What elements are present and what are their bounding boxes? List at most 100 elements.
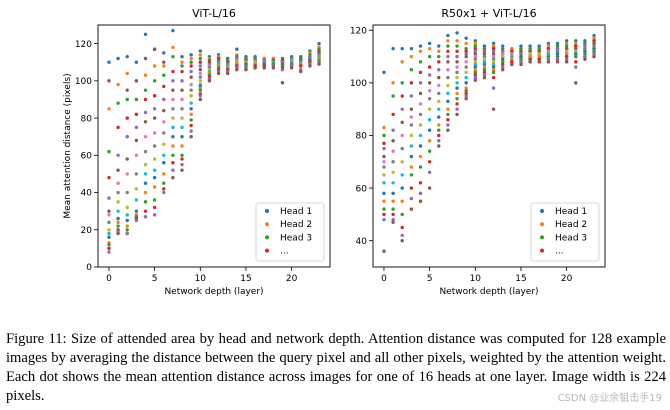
data-point [116,125,120,130]
data-point [235,67,239,72]
data-point [125,54,129,59]
data-point [171,107,175,111]
legend-label: ... [555,247,564,257]
data-point [464,36,468,40]
data-point [564,57,569,61]
data-point [162,108,166,113]
data-point [180,69,184,74]
data-point [171,45,175,50]
data-point [391,207,395,211]
data-point [125,213,129,217]
data-point [455,112,459,117]
data-point [134,125,139,130]
data-point [189,82,193,87]
data-point [162,51,166,55]
data-point [418,191,423,196]
y-tick-label: 40 [356,237,368,247]
data-point [437,44,441,48]
data-point [171,54,175,59]
data-point [152,168,157,172]
data-point [437,91,441,96]
data-point [391,212,395,217]
data-point [382,212,386,217]
data-point [519,49,523,54]
data-point [574,60,578,64]
data-point [437,49,441,54]
data-point [437,68,441,72]
data-point [418,181,423,185]
data-point [564,60,569,64]
legend-marker [540,248,544,253]
data-point [189,123,193,128]
data-point [125,190,129,195]
data-point [546,49,551,54]
data-point [134,97,139,102]
data-point [455,70,459,75]
data-point [546,41,551,46]
data-point [546,46,551,51]
data-point [382,133,386,138]
legend-label: Head 1 [555,207,587,217]
data-point [198,53,202,57]
data-point [473,54,477,59]
data-point [382,70,386,75]
data-point [427,160,432,164]
data-point [116,56,120,61]
data-point [464,60,468,64]
data-point [446,128,450,132]
data-point [280,81,285,85]
x-tick-label: 15 [515,274,526,284]
data-point [537,54,541,59]
data-point [198,56,202,61]
data-point [409,68,414,72]
data-point [583,49,587,54]
y-tick-label: 20 [81,226,93,236]
legend-marker [540,222,544,227]
y-tick-label: 60 [356,184,368,194]
data-point [143,215,148,219]
legend: Head 1 Head 2 Head 3... [255,202,325,262]
data-point [491,62,496,67]
data-point [418,112,423,117]
data-point [564,52,569,56]
data-point [134,79,139,83]
data-point [555,60,560,64]
data-point [592,44,596,48]
data-point [446,75,450,80]
data-point [455,91,459,96]
legend-label: ... [280,247,289,257]
data-point [455,39,459,43]
data-point [418,199,423,203]
data-point [382,181,386,185]
data-point [574,52,578,56]
y-tick-label: 40 [81,189,93,199]
data-point [107,220,111,225]
data-point [455,54,459,59]
chart-vit-l16: ViT-L/16 0 5 10 15 20 0 20 40 60 80 100 120 Network d… [63,7,331,297]
y-tick-label: 80 [81,114,93,124]
data-point [482,49,487,54]
data-point [134,60,139,64]
data-point [189,88,193,92]
data-point [446,44,450,48]
legend-marker [265,209,269,213]
data-point [162,73,166,77]
data-point [189,129,193,133]
watermark: CSDN @业余狙击手19 [557,393,662,404]
data-point [528,54,532,59]
data-point [528,57,532,61]
data-point [437,144,441,148]
chart-title: R50x1 + ViT-L/16 [441,7,536,20]
data-point [171,134,175,139]
data-point [189,101,193,105]
data-point [418,70,423,75]
data-point [171,69,175,74]
data-point [143,190,148,195]
data-point [152,47,157,51]
data-point [382,160,386,164]
data-point [116,153,120,158]
data-point [162,190,166,195]
data-point [143,110,148,115]
data-point [418,49,423,54]
data-point [391,112,395,117]
